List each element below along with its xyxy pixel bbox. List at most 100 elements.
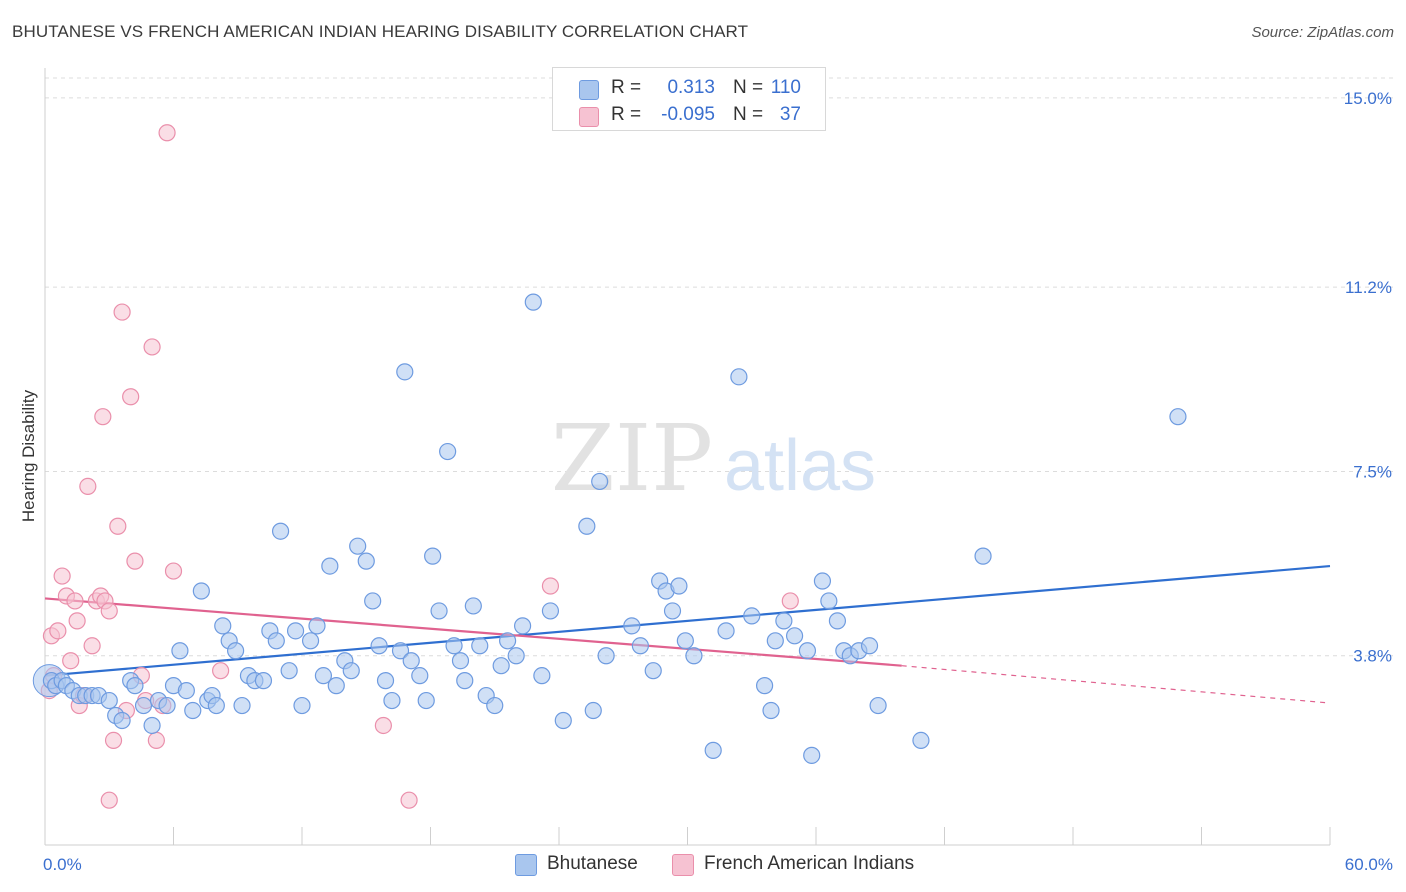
bhutanese-point (207, 696, 225, 715)
bhutanese-point (762, 701, 780, 720)
bhutanese-point (670, 577, 688, 595)
legend-n-label: N = (733, 77, 764, 98)
bhutanese-point (383, 691, 401, 710)
bhutanese-point (376, 672, 395, 690)
bhutanese-point (402, 652, 420, 670)
bhutanese-point (456, 672, 474, 690)
legend-swatch-pink (579, 107, 599, 127)
bhutanese-point (860, 637, 879, 655)
bhutanese-point (813, 572, 832, 590)
bhutanese-point (417, 691, 435, 710)
bhutanese-point (391, 642, 410, 660)
bhutanese-point (597, 647, 615, 665)
legend-swatch-pink (672, 854, 694, 876)
french-american-indians-point (104, 731, 123, 750)
bhutanese-point (349, 537, 367, 555)
legend-r-label: R = (611, 77, 642, 98)
x-tick-label: 0.0% (43, 855, 82, 874)
french-american-indians-point (94, 408, 112, 426)
bhutanese-point (301, 632, 320, 650)
french-american-indians-point (49, 622, 67, 640)
bhutanese-point (280, 662, 298, 680)
bhutanese-point (143, 716, 161, 735)
watermark: ZIP atlas (551, 405, 876, 512)
chart-title: BHUTANESE VS FRENCH AMERICAN INDIAN HEAR… (12, 22, 749, 41)
axes (44, 68, 1331, 846)
bhutanese-point (439, 442, 457, 461)
legend-r-value: 0.313 (667, 77, 715, 98)
bhutanese-point (177, 682, 195, 700)
bhutanese-point (631, 637, 649, 655)
y-tick-label: 11.2% (1345, 278, 1392, 297)
french-american-indians-point (79, 477, 97, 496)
french-american-indians-trend-line (44, 597, 902, 667)
y-axis-tick-labels: 3.8% 7.5% 11.2% 15.0% (1344, 89, 1392, 666)
series-legend: Bhutanese French American Indians (0, 852, 1406, 878)
bhutanese-point (591, 472, 609, 491)
bhutanese-trend-line (44, 564, 1331, 677)
french-american-indians-point (62, 652, 80, 670)
bhutanese-point (798, 642, 817, 660)
bhutanese-point (370, 637, 388, 655)
french-american-indians-point (113, 303, 131, 321)
legend-swatch-blue (515, 854, 537, 876)
bhutanese-point (308, 617, 326, 635)
watermark-zip: ZIP (551, 405, 713, 512)
legend-item-label: Bhutanese (547, 853, 638, 874)
bhutanese-point (192, 582, 210, 600)
x-axis-tick-labels: 0.0% 60.0% (43, 855, 1393, 874)
bhutanese-point (820, 592, 838, 610)
x-tick-label: 60.0% (1345, 855, 1393, 874)
bhutanese-point (541, 602, 560, 620)
legend-n-value: 110 (770, 77, 801, 98)
bhutanese-point (327, 677, 345, 695)
bhutanese-point (685, 647, 703, 665)
bhutanese-point (126, 677, 144, 695)
french-american-indians-point (122, 388, 140, 406)
trend-lines (44, 564, 1331, 704)
legend-n-label: N = (733, 104, 764, 125)
bhutanese-point (471, 637, 489, 655)
legend-row-french-american-indians: R = -0.095 N = 37 (553, 101, 825, 129)
bhutanese-point (743, 607, 761, 625)
bhutanese-point (785, 627, 804, 645)
bhutanese-point (828, 612, 847, 630)
french-american-indians-point (100, 791, 118, 809)
bhutanese-point (755, 677, 774, 695)
bhutanese-point (663, 602, 682, 620)
french-american-indians-point (781, 592, 799, 610)
legend-r-label: R = (611, 104, 642, 125)
bhutanese-point (717, 622, 735, 640)
bhutanese-point (430, 602, 448, 620)
bhutanese-point (766, 632, 784, 650)
bhutanese-point (100, 691, 118, 710)
bhutanese-point (227, 642, 245, 660)
bhutanese-point (451, 652, 470, 670)
french-american-indians-trend-extension (901, 665, 1331, 704)
bhutanese-point (623, 617, 641, 635)
bhutanese-point (424, 547, 442, 565)
bhutanese-point (233, 696, 251, 715)
bhutanese-point (730, 368, 748, 386)
french-american-indians-point (147, 731, 165, 750)
bhutanese-point (134, 696, 153, 715)
bhutanese-point (584, 701, 602, 720)
french-american-indians-point (126, 552, 144, 570)
bhutanese-point (321, 557, 339, 575)
bhutanese-point (364, 592, 382, 610)
bhutanese-point (254, 672, 273, 690)
bhutanese-point (158, 696, 176, 715)
bhutanese-point (499, 632, 517, 650)
french-american-indians-point (100, 602, 118, 620)
y-tick-label: 7.5% (1353, 462, 1392, 481)
bhutanese-point (314, 667, 333, 685)
gridlines (45, 77, 1395, 657)
bhutanese-point (445, 637, 463, 655)
bhutanese-point (286, 622, 305, 640)
bhutanese-point (464, 597, 482, 615)
french-american-indians-point (164, 562, 183, 580)
series-bhutanese (32, 293, 1187, 764)
french-american-indians-point (212, 662, 230, 680)
bhutanese-point (513, 617, 532, 635)
legend-row-bhutanese: R = 0.313 N = 110 (553, 74, 825, 102)
